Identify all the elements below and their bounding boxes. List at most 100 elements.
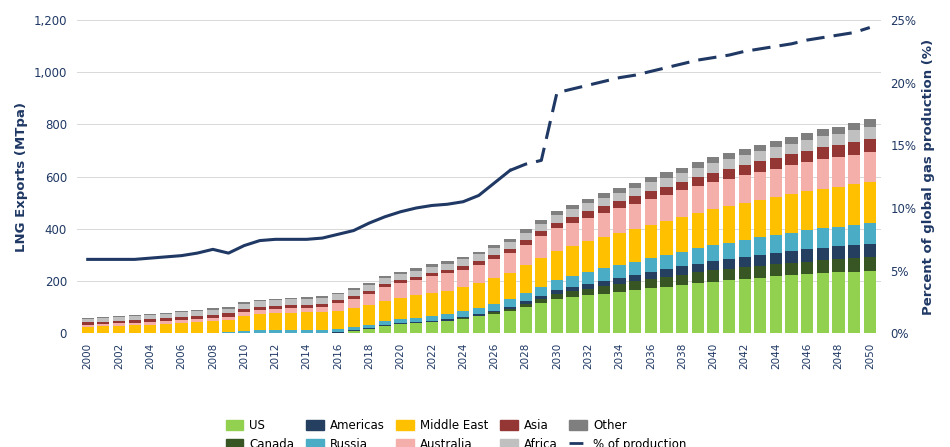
Bar: [379, 284, 391, 287]
Bar: [394, 319, 407, 323]
Bar: [660, 195, 673, 221]
Bar: [645, 272, 656, 279]
Bar: [191, 311, 203, 316]
Bar: [426, 273, 438, 276]
Bar: [285, 330, 297, 333]
Bar: [692, 264, 704, 272]
Bar: [817, 129, 829, 136]
Bar: [738, 175, 750, 203]
Bar: [629, 290, 641, 333]
Bar: [848, 131, 861, 142]
Bar: [738, 203, 750, 240]
Bar: [473, 252, 485, 254]
Bar: [348, 308, 360, 327]
Bar: [645, 279, 656, 288]
Bar: [363, 285, 375, 291]
Bar: [379, 321, 391, 325]
Y-axis label: LNG Exports (MTpa): LNG Exports (MTpa): [15, 101, 28, 252]
Bar: [770, 264, 782, 276]
Bar: [222, 313, 235, 316]
Bar: [660, 221, 673, 255]
Bar: [832, 246, 845, 259]
Bar: [614, 292, 626, 333]
Bar: [426, 276, 438, 293]
Bar: [535, 224, 547, 232]
Bar: [645, 177, 656, 182]
Bar: [316, 330, 329, 333]
Bar: [285, 305, 297, 308]
Bar: [535, 258, 547, 287]
Bar: [817, 189, 829, 228]
Bar: [676, 252, 688, 266]
Bar: [598, 286, 610, 294]
Bar: [848, 123, 861, 131]
Bar: [379, 325, 391, 326]
Bar: [394, 323, 407, 324]
Bar: [348, 327, 360, 330]
Bar: [473, 265, 485, 283]
Bar: [285, 308, 297, 313]
Bar: [598, 206, 610, 213]
Bar: [832, 134, 845, 144]
Bar: [754, 255, 767, 266]
Bar: [254, 330, 266, 333]
Bar: [707, 163, 719, 173]
Bar: [629, 196, 641, 204]
Bar: [269, 306, 281, 309]
Bar: [504, 239, 516, 242]
Bar: [864, 152, 876, 181]
Bar: [614, 193, 626, 201]
Bar: [488, 311, 501, 312]
Bar: [707, 209, 719, 245]
Bar: [269, 309, 281, 313]
Bar: [176, 323, 188, 333]
Bar: [160, 321, 172, 324]
Bar: [786, 263, 798, 275]
Bar: [394, 280, 407, 283]
Bar: [379, 326, 391, 333]
Bar: [566, 205, 579, 209]
Bar: [707, 261, 719, 270]
Bar: [442, 261, 453, 264]
Bar: [770, 197, 782, 235]
Bar: [692, 272, 704, 283]
Bar: [504, 299, 516, 307]
Bar: [582, 218, 595, 241]
Bar: [786, 137, 798, 143]
Bar: [160, 313, 172, 314]
Bar: [191, 316, 203, 319]
Bar: [723, 169, 735, 179]
Bar: [738, 165, 750, 175]
Bar: [614, 233, 626, 265]
Bar: [676, 182, 688, 190]
Bar: [801, 151, 813, 162]
Bar: [348, 290, 360, 296]
Bar: [160, 318, 172, 321]
Bar: [692, 177, 704, 186]
Bar: [520, 232, 532, 240]
Bar: [614, 208, 626, 233]
Bar: [488, 255, 501, 259]
Bar: [817, 273, 829, 333]
Bar: [801, 231, 813, 249]
Bar: [786, 251, 798, 263]
Bar: [551, 211, 563, 215]
Bar: [660, 287, 673, 333]
Bar: [504, 249, 516, 253]
Bar: [457, 270, 469, 287]
Bar: [394, 283, 407, 298]
Bar: [864, 119, 876, 127]
Bar: [144, 325, 157, 333]
Bar: [316, 304, 329, 307]
Bar: [676, 274, 688, 285]
Bar: [707, 173, 719, 182]
Bar: [238, 302, 250, 304]
Bar: [598, 268, 610, 281]
Bar: [660, 270, 673, 277]
Bar: [473, 316, 485, 333]
Bar: [488, 314, 501, 333]
Bar: [176, 320, 188, 323]
Bar: [207, 318, 218, 321]
Bar: [332, 304, 344, 311]
Bar: [238, 309, 250, 312]
